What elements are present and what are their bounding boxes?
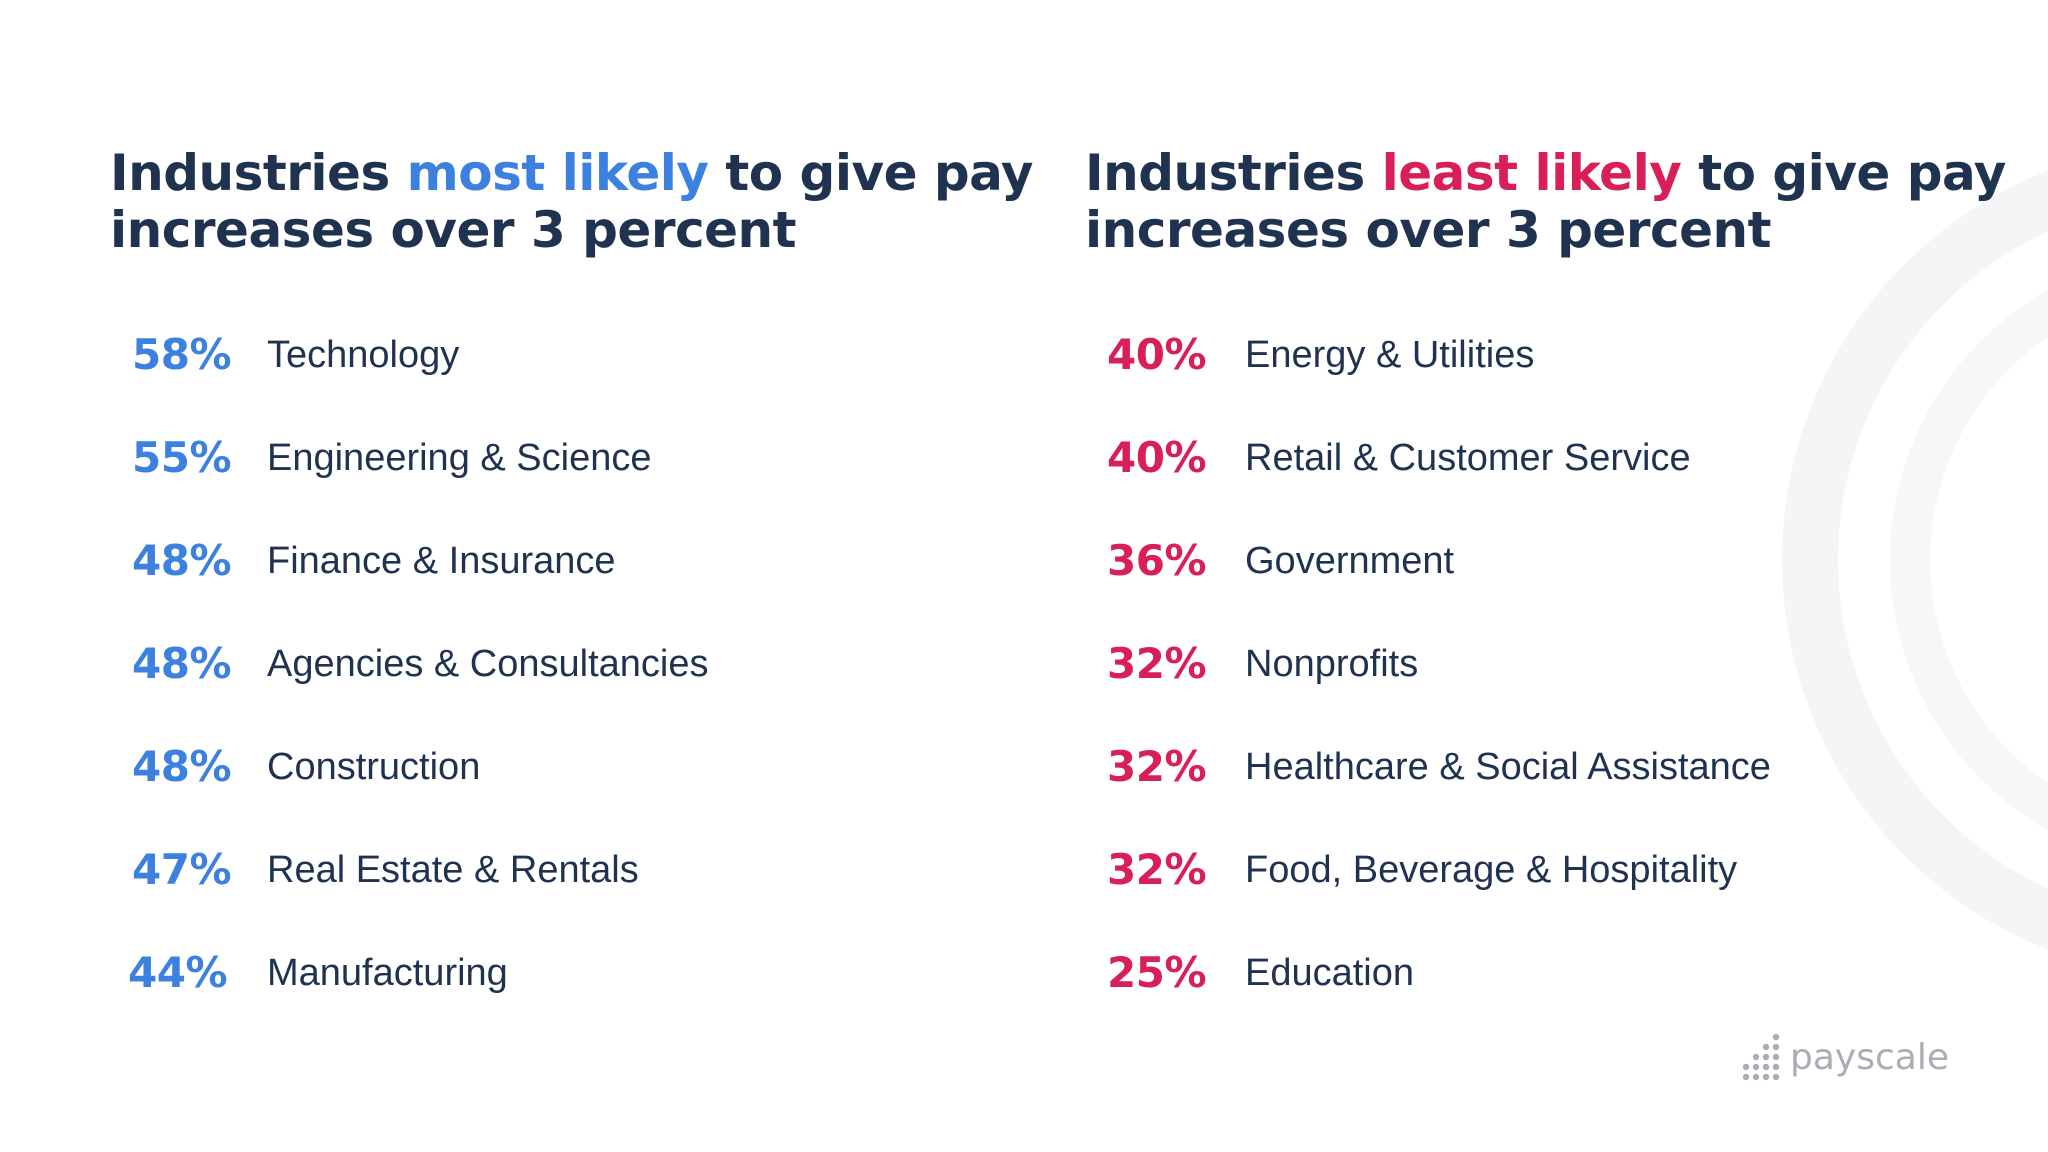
industry-label: Food, Beverage & Hospitality: [1245, 849, 1738, 891]
list-item: 40% Energy & Utilities: [1085, 325, 2045, 385]
industry-label: Finance & Insurance: [267, 540, 616, 582]
percent-value: 36%: [1107, 536, 1207, 585]
heading-text-line2: increases over 3 percent: [1085, 201, 1772, 259]
heading-text-pre: Industries: [1085, 144, 1382, 202]
percent-value: 32%: [1107, 639, 1207, 688]
percent-value: 44%: [128, 948, 228, 997]
industry-label: Government: [1245, 540, 1455, 582]
percent-value: 48%: [132, 536, 232, 585]
percent-value: 25%: [1107, 948, 1207, 997]
list-item: 32% Food, Beverage & Hospitality: [1085, 840, 2045, 900]
heading-highlight-least-likely: least likely: [1381, 144, 1682, 202]
most-likely-column: Industries most likely to give pay incre…: [110, 145, 1070, 998]
heading-text-post: to give pay: [1681, 144, 2006, 202]
list-item: 40% Retail & Customer Service: [1085, 428, 2045, 488]
percent-value: 47%: [132, 845, 232, 894]
payscale-logo: payscale: [1742, 1030, 1949, 1086]
industry-label: Real Estate & Rentals: [267, 849, 639, 891]
percent-value: 32%: [1107, 845, 1207, 894]
heading-highlight-most-likely: most likely: [406, 144, 709, 202]
dot-grid-logo-icon: [1742, 1033, 1780, 1081]
list-item: 55% Engineering & Science: [110, 428, 1070, 488]
industry-label: Retail & Customer Service: [1245, 437, 1691, 479]
percent-value: 58%: [132, 330, 232, 379]
list-item: 44% Manufacturing: [110, 943, 1070, 1003]
list-item: 48% Finance & Insurance: [110, 531, 1070, 591]
logo-wordmark: payscale: [1790, 1037, 1949, 1078]
industry-label: Agencies & Consultancies: [267, 643, 709, 685]
percent-value: 40%: [1107, 330, 1207, 379]
percent-value: 48%: [132, 639, 232, 688]
industry-label: Energy & Utilities: [1245, 334, 1535, 376]
list-item: 47% Real Estate & Rentals: [110, 840, 1070, 900]
percent-value: 40%: [1107, 433, 1207, 482]
percent-value: 55%: [132, 433, 232, 482]
list-item: 32% Nonprofits: [1085, 634, 2045, 694]
least-likely-column: Industries least likely to give pay incr…: [1085, 145, 2045, 998]
industry-label: Technology: [267, 334, 460, 376]
heading-text-post: to give pay: [708, 144, 1033, 202]
heading-text-pre: Industries: [110, 144, 407, 202]
list-item: 25% Education: [1085, 943, 2045, 1003]
industry-label: Education: [1245, 952, 1415, 994]
industry-label: Manufacturing: [267, 952, 508, 994]
industry-label: Construction: [267, 746, 481, 788]
list-item: 36% Government: [1085, 531, 2045, 591]
industry-label: Nonprofits: [1245, 643, 1419, 685]
industry-label: Healthcare & Social Assistance: [1245, 746, 1771, 788]
percent-value: 32%: [1107, 742, 1207, 791]
least-likely-heading: Industries least likely to give pay incr…: [1085, 145, 2045, 259]
percent-value: 48%: [132, 742, 232, 791]
list-item: 48% Agencies & Consultancies: [110, 634, 1070, 694]
most-likely-heading: Industries most likely to give pay incre…: [110, 145, 1070, 259]
industry-label: Engineering & Science: [267, 437, 652, 479]
list-item: 58% Technology: [110, 325, 1070, 385]
list-item: 48% Construction: [110, 737, 1070, 797]
heading-text-line2: increases over 3 percent: [110, 201, 797, 259]
list-item: 32% Healthcare & Social Assistance: [1085, 737, 2045, 797]
